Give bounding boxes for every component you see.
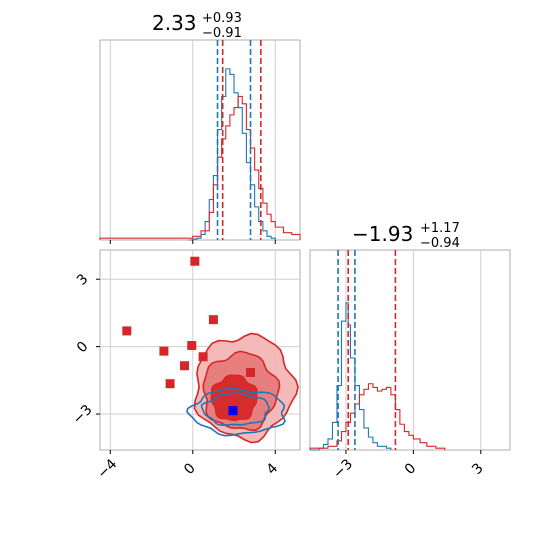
p2-point-red	[122, 326, 132, 336]
p2-point-red	[246, 367, 256, 377]
param1-title-upper: +0.93	[202, 11, 242, 26]
param2-title-lower: −0.94	[420, 236, 460, 251]
p3-hist-blue	[310, 302, 392, 451]
p3-xtick-label: −3	[330, 456, 356, 482]
p2-contour-blue-1	[186, 387, 287, 437]
p2-point-red	[180, 361, 190, 371]
p2-ytick-label: 0	[74, 339, 92, 357]
p3-hist-red	[309, 383, 446, 450]
p2-point-red	[198, 352, 208, 362]
p2-contour-blue-0	[200, 392, 270, 427]
p1-hist-red	[99, 95, 301, 240]
p2-point-red	[208, 315, 218, 325]
p3-xtick-label: 0	[402, 460, 420, 478]
p2-point-red	[159, 346, 169, 356]
p2-point-red	[165, 379, 175, 389]
panel-param1-histogram: 2.33 +0.93 −0.91	[99, 11, 301, 244]
panel-1-frame	[99, 39, 301, 241]
panel-param2-histogram: −3 0 3 −1.93 +1.17 −0.94	[309, 221, 511, 482]
p2-ytick-label: 3	[74, 271, 92, 289]
p2-point-blue	[228, 406, 238, 416]
p2-point-red	[190, 256, 200, 266]
p2-xtick-label: −4	[95, 456, 121, 482]
panel-3-frame	[309, 249, 511, 451]
p2-xtick-label: 4	[264, 460, 282, 478]
panel-joint-contour: −4 0 4 3 0 −3	[70, 249, 301, 482]
p2-xtick-label: 0	[181, 460, 199, 478]
param2-title-value: −1.93	[352, 222, 413, 246]
p2-contour-red-2	[210, 374, 258, 422]
p2-ytick-label: −3	[70, 402, 96, 428]
param1-title-lower: −0.91	[202, 26, 242, 41]
p3-xtick-label: 3	[469, 460, 487, 478]
p1-hist-blue	[188, 68, 276, 241]
param2-title-upper: +1.17	[420, 221, 460, 236]
param1-title-value: 2.33	[152, 11, 197, 35]
p2-point-red	[187, 341, 197, 351]
